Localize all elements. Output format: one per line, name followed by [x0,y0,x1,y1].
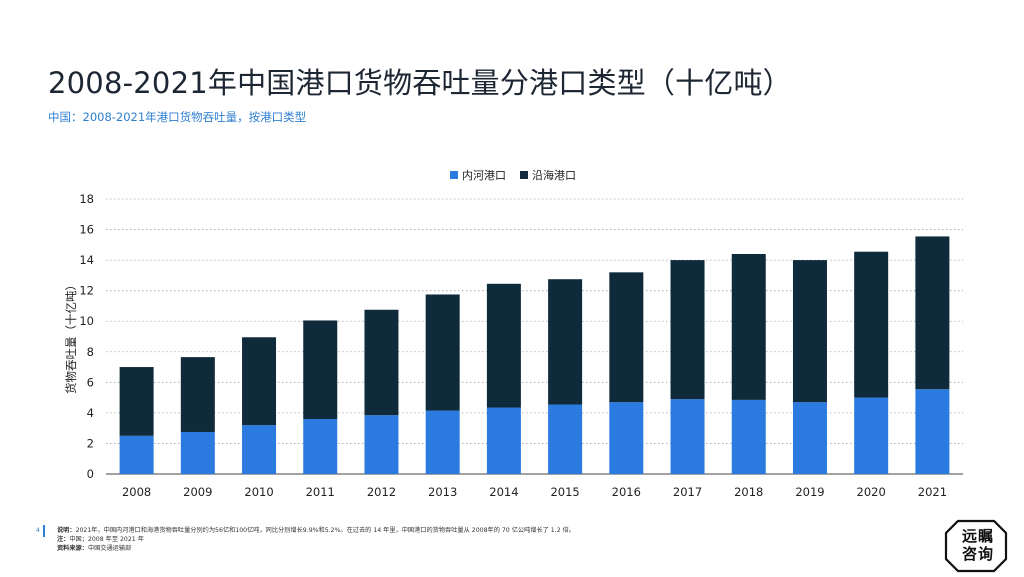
x-tick-label: 2019 [795,485,824,499]
y-tick-label: 14 [79,253,94,267]
y-tick-label: 4 [87,406,94,420]
bar-inland [303,419,338,474]
bar-inland [180,431,215,474]
bar-inland [119,435,154,474]
footer-remark-text: 中国；2008 年至 2021 年 [69,536,144,543]
chart-title: 2008-2021年中国港口货物吞吐量分港口类型（十亿吨） [48,66,792,100]
bar-coastal [915,236,950,390]
bar-inland [854,397,889,474]
y-tick-label: 10 [79,314,94,328]
footer-remark-line: 注：中国；2008 年至 2021 年 [57,535,575,544]
bar-coastal [548,279,583,405]
y-tick-label: 6 [87,375,94,389]
bar-coastal [792,260,827,403]
x-tick-label: 2018 [734,485,763,499]
bar-coastal [119,367,154,436]
legend-swatch-coastal [520,171,528,179]
legend-label-coastal: 沿海港口 [532,169,576,182]
bar-coastal [670,260,705,400]
y-tick-label: 2 [87,436,94,450]
footer-notes: 说明：2021年，中国内河港口和海港货物吞吐量分别约为56亿和100亿吨，同比分… [57,526,575,553]
bar-coastal [364,309,399,416]
bar-coastal [609,272,644,403]
x-tick-label: 2014 [489,485,518,499]
bar-coastal [854,251,889,398]
footer-note-label: 说明： [57,527,76,534]
y-tick-label: 0 [87,467,94,481]
bar-inland [242,425,277,474]
bar-inland [792,402,827,474]
bar-inland [915,389,950,474]
bar-inland [364,415,399,474]
logo-text: 远瞩咨询 [961,527,994,563]
bar-coastal [242,337,277,426]
chart-legend: 内河港口 沿海港口 [450,167,576,183]
chart-subtitle: 中国：2008-2021年港口货物吞吐量，按港口类型 [48,110,307,124]
legend-swatch-inland [450,171,458,179]
bar-inland [609,402,644,474]
y-tick-label: 16 [79,223,94,237]
bar-inland [670,399,705,474]
footer-note-text: 2021年，中国内河港口和海港货物吞吐量分别约为56亿和100亿吨，同比分别增长… [75,527,575,534]
bar-inland [548,404,583,474]
bar-inland [486,407,521,474]
bar-coastal [425,294,460,411]
x-tick-label: 2017 [673,485,702,499]
x-tick-label: 2010 [244,485,273,499]
footer-remark-label: 注： [57,536,70,543]
y-axis-title: 货物吞吐量（十亿吨） [64,279,78,394]
y-tick-label: 12 [79,284,94,298]
legend-label-inland: 内河港口 [462,169,506,182]
x-tick-label: 2011 [306,485,335,499]
bar-coastal [303,320,338,419]
logo-frame [944,519,1008,573]
bar-inland [731,399,766,474]
page-marker [43,525,45,537]
footer-note-line: 说明：2021年，中国内河港口和海港货物吞吐量分别约为56亿和100亿吨，同比分… [57,526,575,535]
x-tick-label: 2016 [612,485,641,499]
legend-item-inland: 内河港口 [450,167,506,183]
y-tick-label: 18 [79,192,94,206]
x-tick-label: 2012 [367,485,396,499]
x-tick-label: 2009 [183,485,212,499]
x-tick-label: 2015 [550,485,579,499]
y-tick-label: 8 [87,345,94,359]
bar-coastal [731,254,766,400]
x-tick-label: 2021 [918,485,947,499]
x-tick-label: 2020 [857,485,886,499]
legend-item-coastal: 沿海港口 [520,167,576,183]
footer-source-text: 中国交通运输部 [87,545,132,552]
bar-inland [425,410,460,474]
page-number: 4 [36,527,40,534]
x-tick-label: 2008 [122,485,151,499]
footer-source-line: 资料来源：中国交通运输部 [57,544,575,553]
footer-source-label: 资料来源： [57,545,88,552]
company-logo: 远瞩咨询 [944,519,1008,573]
bar-coastal [486,283,521,408]
bar-coastal [180,357,215,432]
x-tick-label: 2013 [428,485,457,499]
